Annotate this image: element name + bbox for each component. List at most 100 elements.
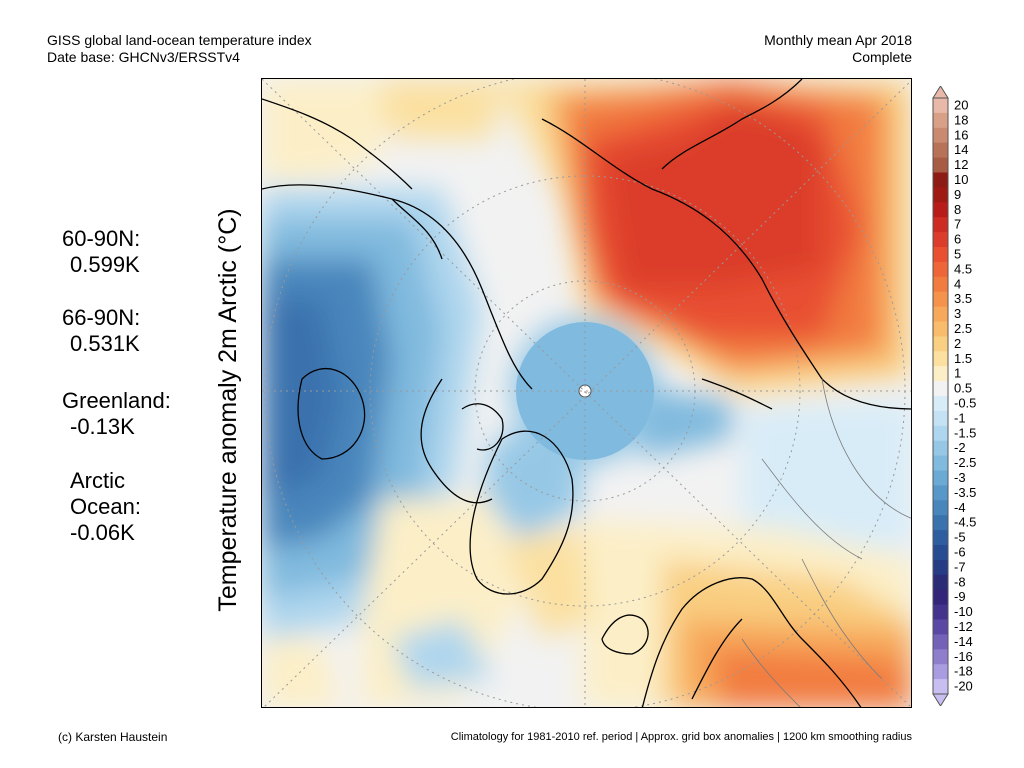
colorbar-tick-label: -14: [954, 634, 973, 649]
colorbar-tick-label: -7: [954, 559, 966, 574]
stat-value: 0.531K: [70, 331, 140, 356]
colorbar-swatch: [933, 425, 948, 442]
colorbar-tick-label: 1: [954, 366, 961, 381]
colorbar-tick-label: 12: [954, 157, 968, 172]
stat-66-90n: 66-90N: 0.531K: [62, 305, 140, 357]
colorbar-tick-label: 14: [954, 142, 968, 157]
colorbar-swatch: [933, 261, 948, 278]
colorbar-tick-label: 2.5: [954, 321, 972, 336]
colorbar-swatch: [933, 247, 948, 263]
colorbar-swatch: [933, 515, 948, 531]
colorbar-tick-label: 8: [954, 202, 961, 217]
colorbar-swatch: [933, 172, 948, 188]
footer-credit: (c) Karsten Haustein: [58, 730, 168, 744]
colorbar-swatch: [933, 679, 948, 695]
colorbar-arrow-top: [932, 86, 949, 99]
colorbar-tick-label: -6: [954, 544, 966, 559]
colorbar-tick-label: 10: [954, 172, 968, 187]
stat-label: 60-90N:: [62, 226, 141, 251]
colorbar-tick-label: -0.5: [954, 395, 976, 410]
colorbar-swatch: [933, 440, 948, 457]
colorbar-swatch: [933, 559, 948, 576]
colorbar-tick-label: 7: [954, 217, 961, 232]
colorbar-swatch: [933, 485, 948, 501]
colorbar-tick-label: -2.5: [954, 455, 976, 470]
colorbar-swatch: [933, 127, 948, 144]
colorbar-tick-label: 3: [954, 306, 961, 321]
anomaly-field: [262, 79, 911, 707]
colorbar-swatch: [933, 470, 948, 486]
title-line: GISS global land-ocean temperature index: [47, 32, 312, 48]
stat-greenland: Greenland: -0.13K: [62, 388, 171, 440]
colorbar-tick-label: -4: [954, 500, 966, 515]
colorbar-tick-label: -2: [954, 440, 966, 455]
colorbar-swatch: [933, 574, 948, 591]
colorbar-swatch: [933, 112, 948, 129]
colorbar-tick-label: 6: [954, 232, 961, 247]
colorbar-tick-label: -16: [954, 649, 973, 664]
stat-value: 0.599K: [70, 252, 140, 277]
colorbar-tick-label: -10: [954, 604, 973, 619]
colorbar-swatch: [933, 589, 948, 606]
stat-60-90n: 60-90N: 0.599K: [62, 226, 140, 278]
colorbar-swatch: [933, 455, 948, 471]
colorbar-tick-label: -5: [954, 530, 966, 545]
footer-note: Climatology for 1981-2010 ref. period | …: [450, 731, 912, 743]
colorbar-swatch: [933, 321, 948, 337]
colorbar-tick-label: -3: [954, 470, 966, 485]
map-ylabel: Temperature anomaly 2m Arctic (°C): [214, 208, 242, 612]
stat-label: Arctic: [70, 468, 125, 493]
colorbar-swatch: [933, 306, 948, 322]
coastlines: [262, 79, 911, 707]
colorbar-tick-label: -9: [954, 589, 966, 604]
colorbar-swatch: [933, 604, 948, 620]
colorbar-tick-label: 0.5: [954, 381, 972, 396]
colorbar-swatch: [933, 217, 948, 233]
header-period: Monthly mean Apr 2018 Complete: [764, 32, 912, 66]
stat-value: -0.13K: [70, 414, 135, 439]
colorbar-tick-label: -4.5: [954, 515, 976, 530]
colorbar-swatch: [933, 664, 948, 680]
colorbar-tick-label: 2: [954, 336, 961, 351]
borders: [741, 378, 911, 707]
colorbar-swatch: [933, 500, 948, 516]
map-panel: [261, 78, 912, 708]
colorbar-tick-label: 20: [954, 97, 968, 112]
colorbar-swatch: [933, 232, 948, 248]
dataset-line: Date base: GHCNv3/ERSSTv4: [47, 49, 240, 65]
stat-value: -0.06K: [70, 520, 135, 545]
colorbar-swatch: [933, 98, 948, 114]
colorbar-tick-label: -20: [954, 679, 973, 694]
colorbar-swatch: [933, 157, 948, 173]
colorbar-tick-label: 5: [954, 246, 961, 261]
colorbar-arrow-bottom: [932, 693, 949, 706]
colorbar-swatch: [933, 291, 948, 308]
colorbar-tick-label: 4.5: [954, 261, 972, 276]
stat-label: Greenland:: [62, 388, 171, 413]
colorbar-swatch: [933, 619, 948, 635]
colorbar-swatch: [933, 634, 948, 650]
colorbar-tick-label: -1.5: [954, 425, 976, 440]
colorbar-swatch: [933, 530, 948, 546]
colorbar-tick-label: 9: [954, 187, 961, 202]
colorbar-tick-label: -1: [954, 410, 966, 425]
stat-label: Ocean:: [70, 494, 141, 519]
colorbar-swatch: [933, 649, 948, 665]
colorbar-swatch: [933, 336, 948, 352]
colorbar-swatch: [933, 545, 948, 561]
colorbar-tick-label: -8: [954, 574, 966, 589]
colorbar: 201816141210987654.543.532.521.510.5-0.5…: [932, 86, 976, 706]
colorbar-tick-label: 18: [954, 112, 968, 127]
colorbar-swatch: [933, 366, 948, 382]
colorbar-tick-label: 3.5: [954, 291, 972, 306]
colorbar-swatch: [933, 187, 948, 203]
colorbar-tick-label: -12: [954, 619, 973, 634]
anomaly-map: [262, 79, 911, 707]
graticule: [262, 79, 911, 707]
colorbar-swatch: [933, 142, 948, 159]
colorbar-swatch: [933, 202, 948, 218]
stat-arctic-ocean: Arctic Ocean: -0.06K: [70, 468, 141, 546]
period-line: Monthly mean Apr 2018: [764, 32, 912, 48]
colorbar-tick-label: 16: [954, 127, 968, 142]
colorbar-tick-label: 1.5: [954, 351, 972, 366]
